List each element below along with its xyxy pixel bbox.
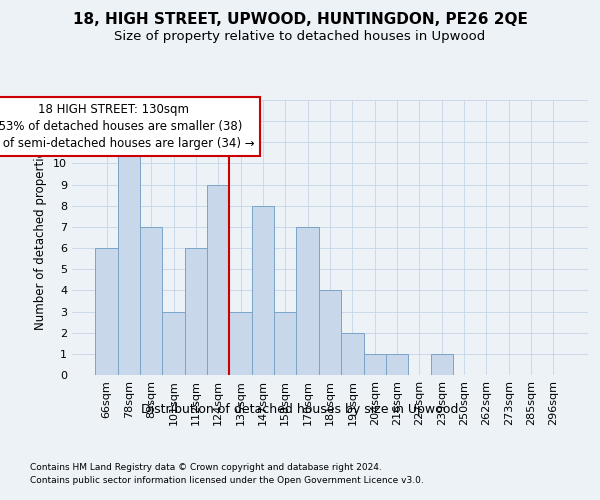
Bar bbox=[431, 354, 453, 375]
Bar bbox=[386, 354, 408, 375]
Text: 18 HIGH STREET: 130sqm
← 53% of detached houses are smaller (38)
47% of semi-det: 18 HIGH STREET: 130sqm ← 53% of detached… bbox=[0, 103, 254, 150]
Bar bbox=[229, 312, 252, 375]
Text: Size of property relative to detached houses in Upwood: Size of property relative to detached ho… bbox=[115, 30, 485, 43]
Bar bbox=[296, 227, 319, 375]
Text: 18, HIGH STREET, UPWOOD, HUNTINGDON, PE26 2QE: 18, HIGH STREET, UPWOOD, HUNTINGDON, PE2… bbox=[73, 12, 527, 28]
Bar bbox=[95, 248, 118, 375]
Bar bbox=[252, 206, 274, 375]
Text: Contains public sector information licensed under the Open Government Licence v3: Contains public sector information licen… bbox=[30, 476, 424, 485]
Bar bbox=[185, 248, 207, 375]
Text: Distribution of detached houses by size in Upwood: Distribution of detached houses by size … bbox=[142, 402, 458, 415]
Bar bbox=[118, 142, 140, 375]
Bar bbox=[319, 290, 341, 375]
Y-axis label: Number of detached properties: Number of detached properties bbox=[34, 144, 47, 330]
Bar bbox=[274, 312, 296, 375]
Bar bbox=[163, 312, 185, 375]
Bar bbox=[207, 184, 229, 375]
Text: Contains HM Land Registry data © Crown copyright and database right 2024.: Contains HM Land Registry data © Crown c… bbox=[30, 464, 382, 472]
Bar bbox=[341, 332, 364, 375]
Bar bbox=[140, 227, 163, 375]
Bar bbox=[364, 354, 386, 375]
